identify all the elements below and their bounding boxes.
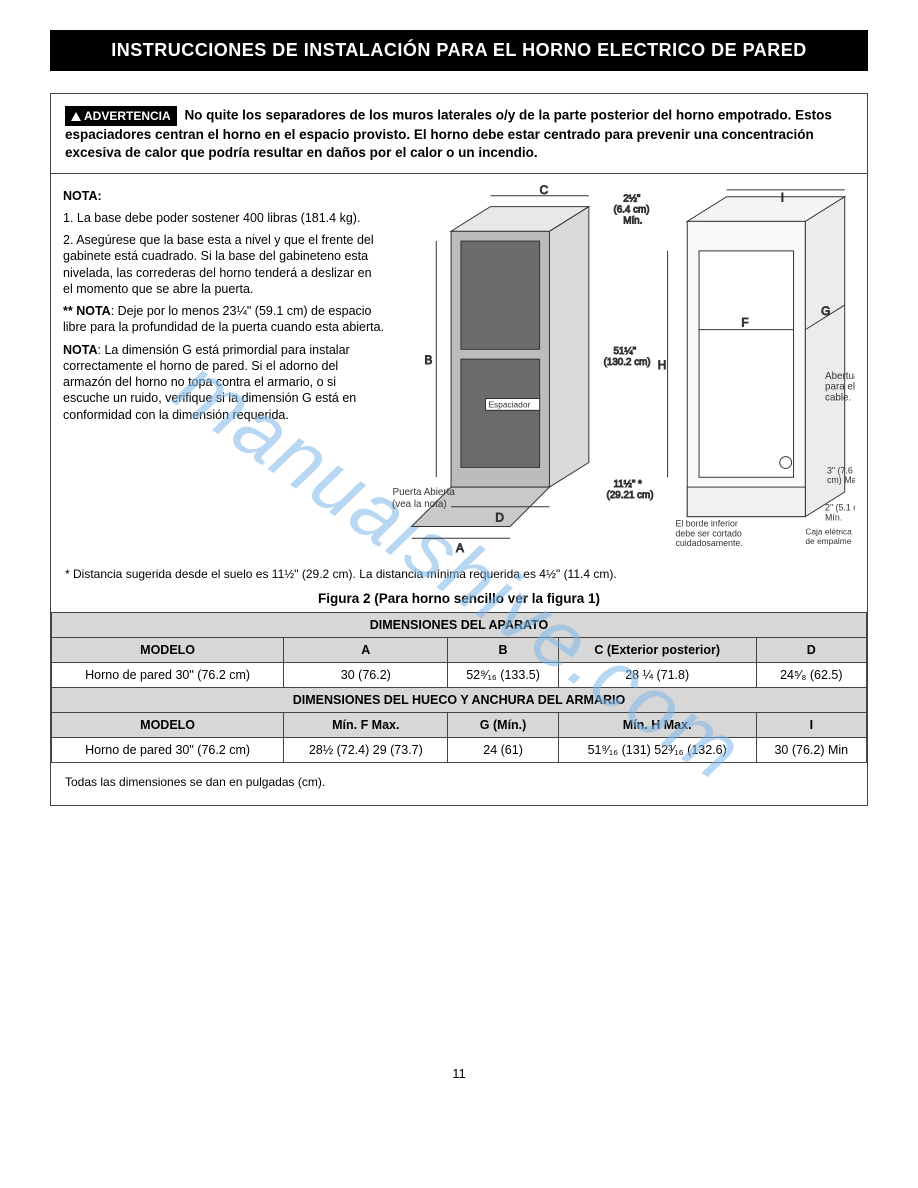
page: INSTRUCCIONES DE INSTALACIÓN PARA EL HOR… [0,0,918,1111]
table2-cell-F: 28½ (72.4) 29 (73.7) [284,737,448,762]
label-11half: 11½" * [614,479,643,490]
table1-head-D: D [756,637,866,662]
label-abertura1: Abertua [825,370,855,381]
nota-header: NOTA: [63,189,102,203]
table1-head-C: C (Exterior posterior) [558,637,756,662]
label-espaciador: Espaciador [489,399,531,409]
label-3in-b: cm) Max. [827,475,855,485]
table2-title: DIMENSIONES DEL HUECO Y ANCHURA DEL ARMA… [52,687,867,712]
page-title: INSTRUCCIONES DE INSTALACIÓN PARA EL HOR… [50,30,868,71]
label-2half: 2½" [624,193,642,204]
label-junc1: Caja elétrica [806,526,853,536]
label-3in: 3" (7.6 [827,465,853,475]
table1-head-model: MODELO [52,637,284,662]
figure-caption: Figura 2 (Para horno sencillo ver la fig… [51,587,867,612]
note-3: : Deje por lo menos 23¼" (59.1 cm) de es… [63,304,384,334]
label-I: I [781,190,784,204]
note-2: 2. Asegúrese que la base esta a nivel y … [63,232,384,297]
table2-cell-model: Horno de pared 30" (76.2 cm) [52,737,284,762]
label-51b: (130.2 cm) [604,357,651,368]
label-A: A [456,541,464,555]
warning-icon [71,112,81,121]
table2-head-H: Mín. H Max. [558,712,756,737]
label-borde2: debe ser cortado [676,528,742,538]
label-11half-b: (29.21 cm) [607,490,654,501]
table2-head-F: Mín. F Max. [284,712,448,737]
label-2half-b: (6.4 cm) [614,204,650,215]
warning-badge-text: ADVERTENCIA [84,109,171,123]
label-2half-c: Mín. [624,215,643,226]
label-puerta: ** Puerta Abierta [392,487,455,498]
installation-diagram: B C D A ** Puerta Abierta (vea la nota) … [392,182,855,556]
label-abertura3: cable. [825,392,851,403]
table2-head-G: G (Mín.) [448,712,558,737]
warning-block: ADVERTENCIA No quite los separadores de … [51,94,867,174]
note-4-pre: NOTA [63,343,98,357]
label-H: H [658,358,667,372]
table2-head-I: I [756,712,866,737]
label-borde1: El borde inferior [676,518,738,528]
diagram-column: B C D A ** Puerta Abierta (vea la nota) … [392,182,855,561]
table1-head-A: A [284,637,448,662]
label-F: F [742,315,749,329]
label-puerta2: (vea la nota) [392,498,447,509]
label-2in-b: Mín. [825,512,842,522]
table1-cell-C: 28 ¼ (71.8) [558,662,756,687]
label-D: D [496,510,505,524]
main-container: ADVERTENCIA No quite los separadores de … [50,93,868,806]
dimensions-table: DIMENSIONES DEL APARATO MODELO A B C (Ex… [51,612,867,763]
table1-cell-D: 24⁵⁄₈ (62.5) [756,662,866,687]
note-4: : La dimensión G está primordial para in… [63,343,356,422]
table1-head-B: B [448,637,558,662]
table2-cell-G: 24 (61) [448,737,558,762]
note-1: 1. La base debe poder sostener 400 libra… [63,210,384,226]
table2-cell-H: 51⁹⁄₁₆ (131) 52³⁄₁₆ (132.6) [558,737,756,762]
warning-badge: ADVERTENCIA [65,106,177,126]
label-abertura2: para el [825,381,855,392]
table2-head-model: MODELO [52,712,284,737]
warning-text: No quite los separadores de los muros la… [65,108,832,161]
page-number: 11 [50,1066,868,1081]
table1-cell-B: 52⁹⁄₁₆ (133.5) [448,662,558,687]
content-row: NOTA: 1. La base debe poder sostener 400… [51,174,867,565]
table1-title: DIMENSIONES DEL APARATO [52,612,867,637]
label-2in: 2" (5.1 cm) [825,502,855,512]
label-junc2: de empalme [806,536,852,546]
label-C: C [540,182,549,196]
distance-footnote: * Distancia sugerida desde el suelo es 1… [51,565,867,587]
notes-column: NOTA: 1. La base debe poder sostener 400… [63,182,392,561]
table1-cell-A: 30 (76.2) [284,662,448,687]
label-G: G [822,303,831,317]
label-borde3: cuidadosamente. [676,538,743,548]
table2-cell-I: 30 (76.2) Min [756,737,866,762]
note-3-pre: ** NOTA [63,304,111,318]
table-foot: Todas las dimensiones se dan en pulgadas… [51,763,867,805]
label-51: 51¼" [614,346,637,357]
label-B: B [425,353,433,367]
table1-cell-model: Horno de pared 30" (76.2 cm) [52,662,284,687]
